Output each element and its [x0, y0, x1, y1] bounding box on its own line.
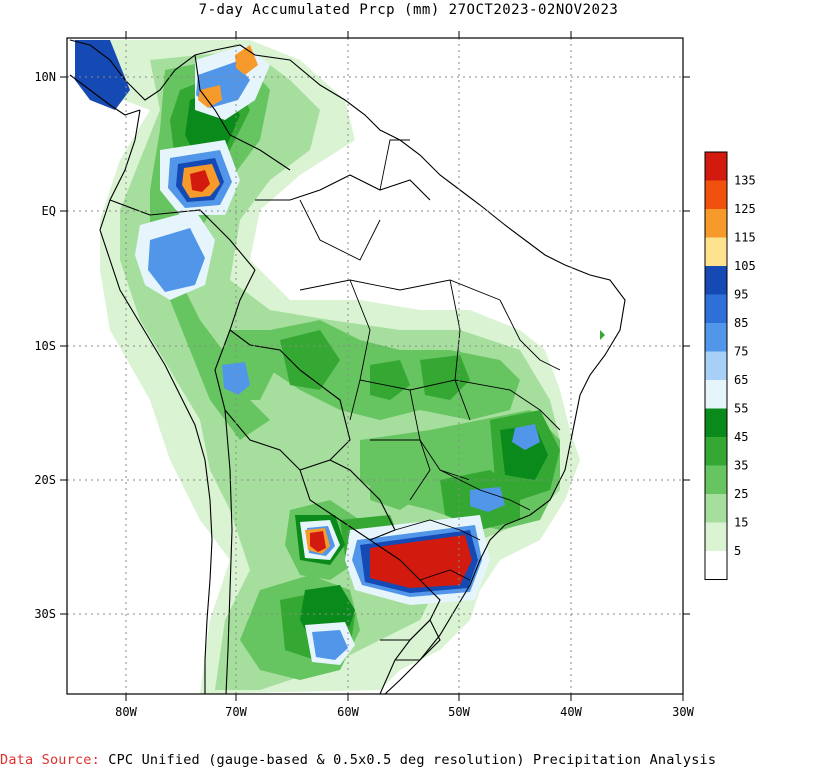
- south-america-coastline: [69, 39, 626, 694]
- colorbar-swatch: [705, 551, 727, 580]
- border-colombia-peru-ecuador: [109, 199, 256, 271]
- data-source-label: Data Source:: [0, 752, 100, 768]
- colorbar-label: 5: [734, 544, 741, 558]
- colorbar-swatch: [705, 380, 727, 409]
- lat-label: EQ: [42, 204, 56, 218]
- colorbar-label: 115: [734, 231, 756, 245]
- colorbar-swatch: [705, 522, 727, 551]
- colorbar-label: 15: [734, 516, 748, 530]
- precip-colorbar-legend: 135 125 115 105 95 85 75 65 55 45 35 25 15 5: [704, 151, 756, 580]
- colorbar-swatch: [705, 437, 727, 466]
- lon-label: 50W: [448, 705, 470, 719]
- colorbar-swatch: [705, 465, 727, 494]
- colorbar-swatch: [705, 266, 727, 295]
- lon-label: 30W: [672, 705, 694, 719]
- colorbar-swatch: [705, 152, 727, 181]
- border-brazil-north: [255, 174, 431, 201]
- colorbar-label: 95: [734, 288, 748, 302]
- colorbar-label: 25: [734, 487, 748, 501]
- colorbar-swatch: [705, 351, 727, 380]
- lat-label: 20S: [34, 473, 56, 487]
- colorbar-label: 105: [734, 259, 756, 273]
- longitude-labels: 80W 70W 60W 50W 40W 30W: [115, 705, 694, 719]
- colorbar-swatch: [705, 180, 727, 209]
- lon-label: 60W: [337, 705, 359, 719]
- border-argentina-brazil: [369, 539, 441, 694]
- colorbar-label: 85: [734, 316, 748, 330]
- lon-label: 40W: [560, 705, 582, 719]
- coastline-and-borders: [69, 39, 626, 694]
- brazil-state-borders: [299, 139, 561, 581]
- colorbar-label: 135: [734, 174, 756, 188]
- colorbar-label: 125: [734, 202, 756, 216]
- lat-label: 30S: [34, 607, 56, 621]
- lon-label: 70W: [225, 705, 247, 719]
- colorbar-label: 35: [734, 459, 748, 473]
- colorbar-label: 55: [734, 402, 748, 416]
- border-paraguay: [299, 459, 396, 541]
- lat-label: 10N: [34, 70, 56, 84]
- central-america-coast: [69, 74, 141, 116]
- map-frame: [66, 37, 684, 695]
- axis-ticks: [60, 31, 690, 701]
- latitude-labels: 10N EQ 10S 20S 30S: [34, 70, 56, 621]
- lat-lon-grid: [67, 38, 683, 694]
- colorbar-swatch: [705, 209, 727, 238]
- border-uruguay: [380, 619, 441, 661]
- colorbar-label: 45: [734, 430, 748, 444]
- border-chile-argentina: [224, 409, 233, 694]
- colorbar-swatch: [705, 323, 727, 352]
- colorbar-swatch: [705, 408, 727, 437]
- border-peru-brazil: [229, 269, 301, 371]
- colorbar-swatch: [705, 494, 727, 523]
- map-plot-area: 10N EQ 10S 20S 30S 80W 70W 60W 50W 40W 3…: [34, 31, 695, 719]
- precip-over-125mm-areas: [190, 170, 472, 588]
- colorbar-frame: [704, 151, 728, 580]
- colorbar-label: 75: [734, 345, 748, 359]
- border-bolivia: [214, 329, 351, 471]
- data-source-line: Data Source: CPC Unified (gauge-based & …: [0, 752, 817, 768]
- colorbar-swatch: [705, 237, 727, 266]
- data-source-text: CPC Unified (gauge-based & 0.5x0.5 deg r…: [108, 752, 717, 768]
- lat-label: 10S: [34, 339, 56, 353]
- lon-label: 80W: [115, 705, 137, 719]
- border-colombia-venezuela: [194, 54, 291, 171]
- map-title: 7-day Accumulated Prcp (mm) 27OCT2023-02…: [198, 2, 619, 18]
- colorbar-label: 65: [734, 373, 748, 387]
- colorbar-swatch: [705, 294, 727, 323]
